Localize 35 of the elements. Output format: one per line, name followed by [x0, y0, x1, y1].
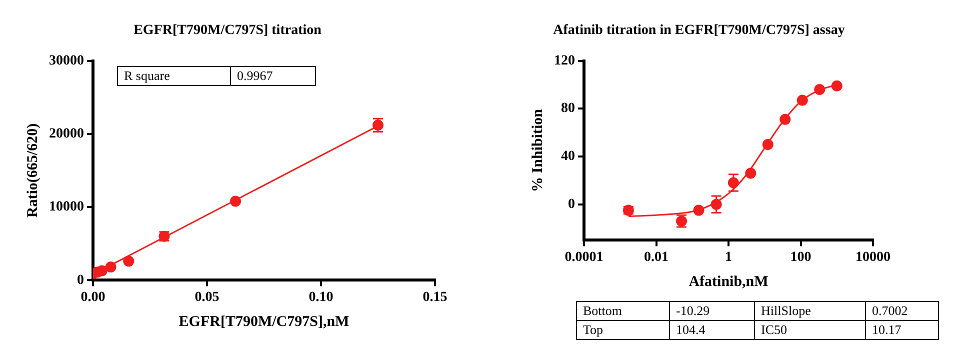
- y-tick-label: 120: [554, 53, 575, 68]
- x-axis-title: EGFR[T790M/C797S],nM: [178, 314, 350, 330]
- text: Bottom: [576, 302, 670, 320]
- y-tick-label: 0: [77, 272, 84, 288]
- y-tick-label: 10000: [49, 200, 84, 215]
- x-tick-label: 10000: [856, 250, 890, 266]
- x-tick-label: 0.0001: [564, 250, 604, 266]
- text: IC50: [754, 320, 866, 340]
- x-tick-label: 1: [725, 250, 732, 266]
- y-tick-label: 20000: [49, 126, 84, 142]
- x-tick-label: 0.01: [644, 250, 668, 266]
- x-tick-label: 0.15: [422, 290, 448, 306]
- text: 0.7002: [866, 302, 938, 320]
- x-tick-label: 0.05: [194, 290, 220, 306]
- x-tick-label: 0.10: [308, 290, 334, 306]
- annotation: 0.9967: [230, 66, 316, 86]
- chart-title: Afatinib titration in EGFR[T790M/C797S] assay: [553, 23, 845, 38]
- x-axis-title: Afatinib,nM: [688, 274, 768, 290]
- x-tick-label: 100: [790, 250, 812, 266]
- text: 104.4: [670, 320, 754, 340]
- text: HillSlope: [754, 302, 866, 320]
- y-tick-label: 80: [561, 101, 575, 116]
- text: -10.29: [670, 302, 754, 320]
- y-tick-label: 30000: [49, 53, 84, 68]
- annotation: R square: [118, 66, 230, 86]
- point: [123, 256, 134, 267]
- text: 10.17: [866, 320, 938, 340]
- y-axis-title: % Inhibition: [530, 108, 546, 192]
- chart-title: EGFR[T790M/C797S] titration: [134, 23, 322, 38]
- y-tick-label: 40: [561, 149, 575, 164]
- text: Top: [576, 320, 670, 340]
- x-tick-label: 0.00: [80, 290, 106, 306]
- point: [831, 80, 842, 92]
- y-axis-title: Ratio(665/620): [24, 123, 41, 218]
- y-tick-label: 0: [568, 196, 575, 212]
